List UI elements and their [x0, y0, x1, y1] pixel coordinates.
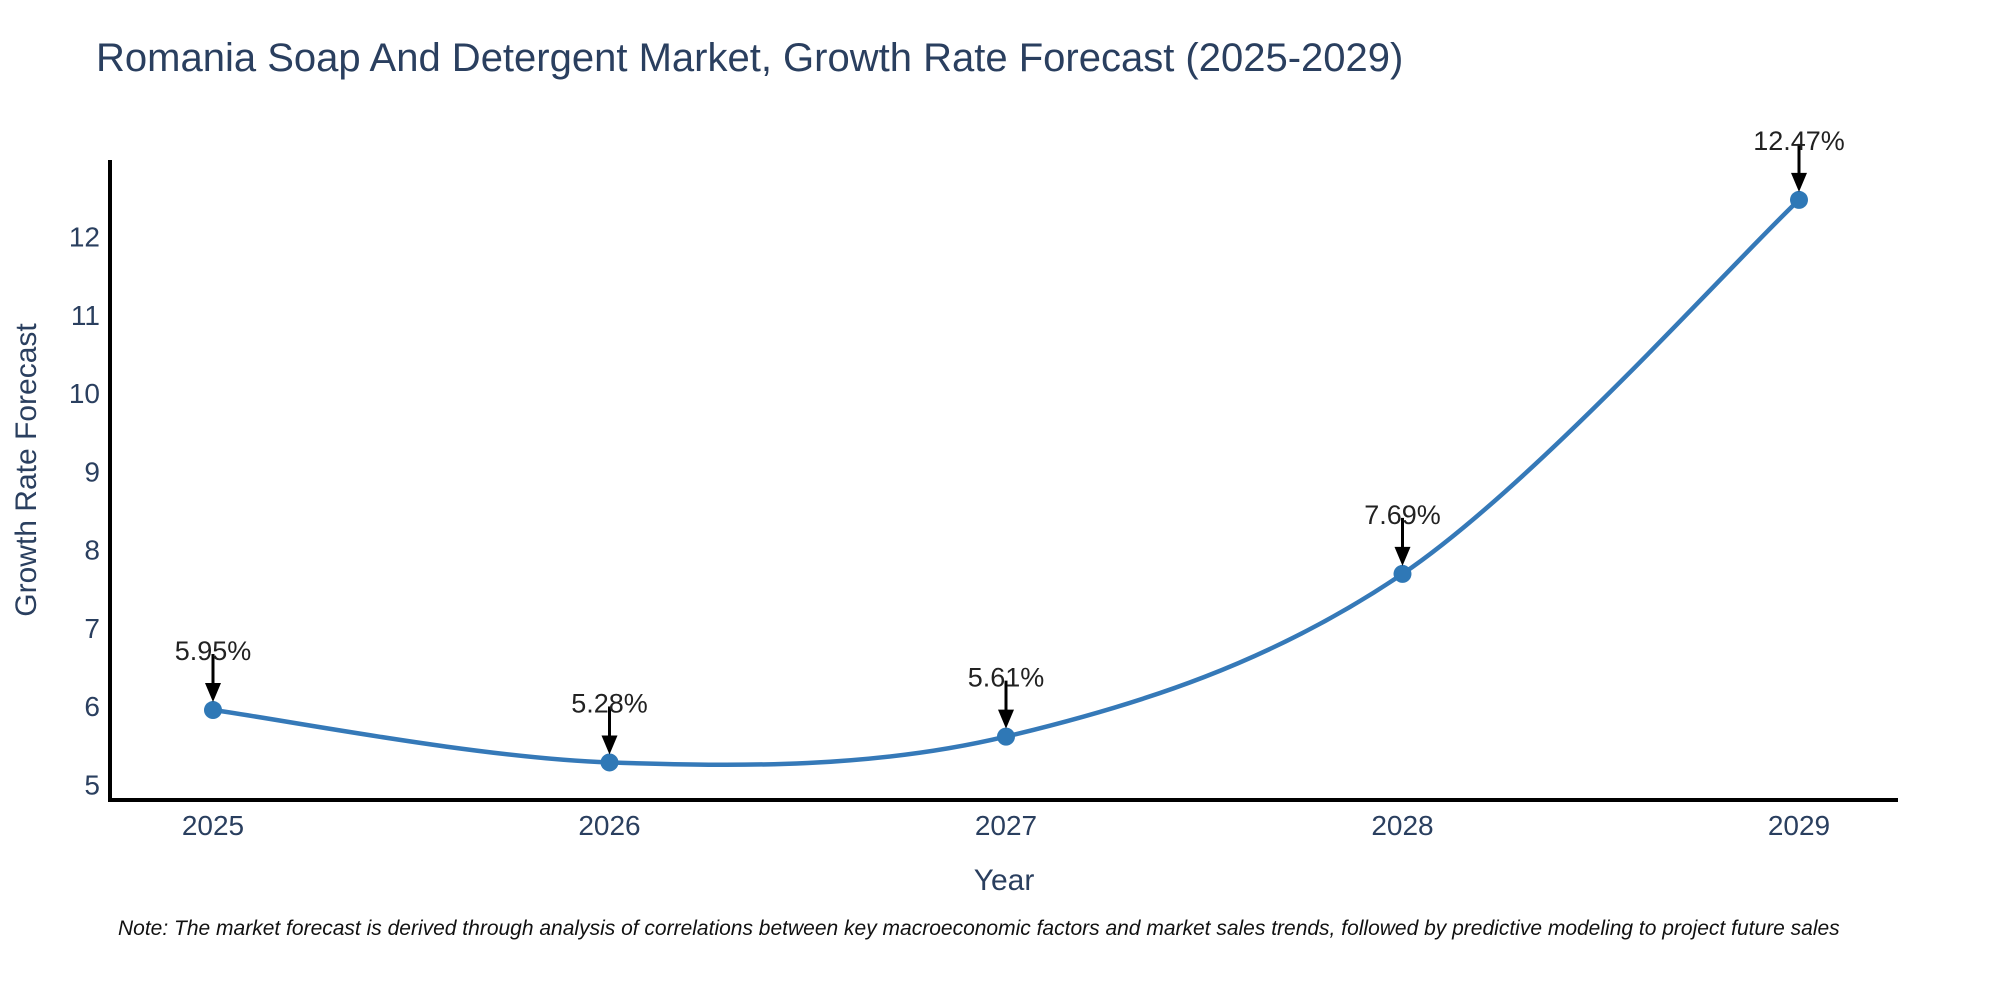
y-tick-label: 7 — [84, 613, 100, 644]
y-tick-label: 5 — [84, 769, 100, 800]
x-tick-label: 2029 — [1768, 810, 1830, 841]
x-tick-label: 2026 — [578, 810, 640, 841]
y-tick-label: 12 — [69, 222, 100, 253]
x-tick-label: 2028 — [1371, 810, 1433, 841]
annotation-label-2026: 5.28% — [571, 688, 648, 718]
footnote: Note: The market forecast is derived thr… — [118, 917, 1840, 940]
x-axis-title: Year — [973, 864, 1035, 897]
annotation-arrowhead-icon-2026 — [601, 735, 618, 755]
x-tick-label: 2027 — [975, 810, 1037, 841]
annotation-arrowhead-icon-2028 — [1394, 546, 1411, 566]
annotation-label-2028: 7.69% — [1364, 500, 1441, 530]
data-point-marker-2026 — [600, 753, 619, 772]
y-tick-label: 8 — [84, 535, 100, 566]
chart-title: Romania Soap And Detergent Market, Growt… — [96, 36, 1404, 80]
data-point-marker-2027 — [997, 727, 1015, 746]
annotation-label-2027: 5.61% — [968, 663, 1045, 693]
annotation-arrowhead-icon-2027 — [998, 709, 1014, 729]
y-tick-label: 10 — [69, 378, 100, 409]
data-point-marker-2025 — [204, 701, 222, 720]
y-tick-label: 9 — [84, 456, 100, 487]
data-point-marker-2028 — [1393, 564, 1412, 583]
annotation-label-2025: 5.95% — [175, 636, 252, 666]
data-point-marker-2029 — [1790, 190, 1808, 209]
annotation-arrowhead-icon-2025 — [205, 683, 221, 703]
annotation-arrowhead-icon-2029 — [1791, 172, 1807, 192]
annotation-label-2029: 12.47% — [1753, 126, 1845, 156]
trend-line — [210, 197, 1802, 768]
y-tick-label: 6 — [84, 691, 100, 722]
y-tick-label: 11 — [71, 300, 100, 331]
x-tick-label: 2025 — [182, 810, 244, 841]
